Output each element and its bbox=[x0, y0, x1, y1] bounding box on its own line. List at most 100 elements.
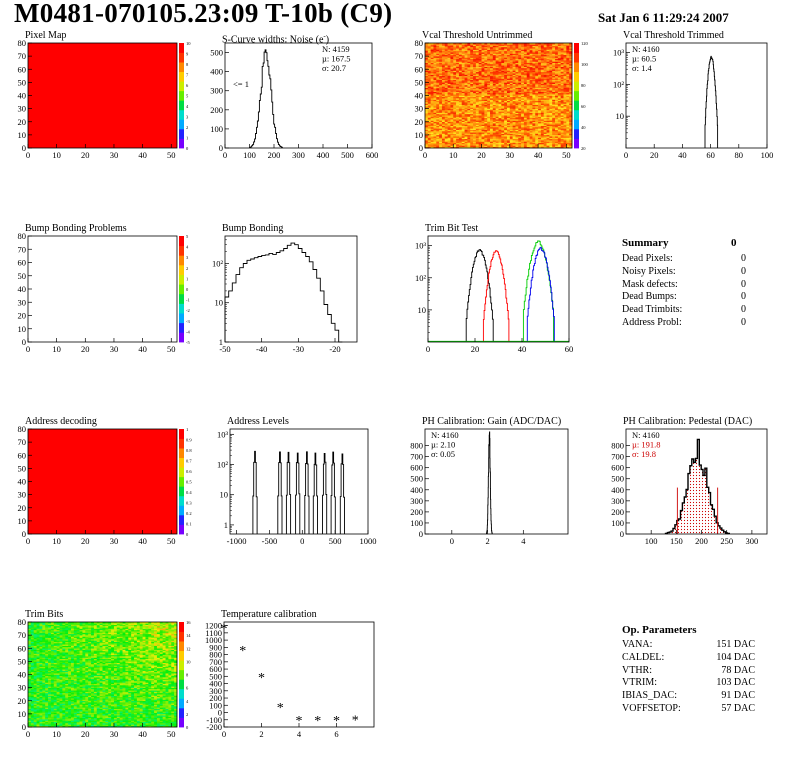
vcal-trimmed-frame bbox=[625, 42, 768, 149]
ph-pedestal-xtick-label: 200 bbox=[695, 536, 708, 546]
temperature-chart: ***** * * *0 2 4 6-200-10001002003004005006007… bbox=[205, 621, 375, 739]
ph-gain-ytick-label: 0 bbox=[419, 529, 423, 539]
ph-pedestal-xtick-label: 250 bbox=[720, 536, 733, 546]
vcal-untrimmed-ztick-label: 120 bbox=[581, 41, 589, 46]
ph-pedestal-xtick-label: 150 bbox=[670, 536, 683, 546]
op_parameters-value: 57 DAC bbox=[721, 703, 755, 714]
noise-xtick-label: 600 bbox=[366, 150, 379, 160]
pixel-map-xtick-label: 10 bbox=[52, 150, 61, 160]
address-decoding-ytick-label: 60 bbox=[18, 450, 27, 460]
vcal-untrimmed-cells bbox=[425, 43, 573, 149]
ph-pedestal-stat: µ: 191.8 bbox=[632, 440, 661, 450]
address-decoding-ytick-label: 80 bbox=[18, 424, 27, 434]
address-levels-peak bbox=[330, 451, 336, 534]
trim-bits-xtick-label: 0 bbox=[26, 729, 30, 739]
ph-pedestal-frame bbox=[625, 428, 768, 535]
trim-bits-ztick-label: 16 bbox=[186, 620, 191, 625]
trim-bit-ytick-label: 10² bbox=[415, 273, 427, 283]
pixel-map-ytick-label: 70 bbox=[18, 51, 27, 61]
trim-bits-ztick-label: 12 bbox=[186, 646, 191, 651]
address-decoding-ztick-label: 0.1 bbox=[186, 522, 192, 527]
temperature-ytick-label: 100 bbox=[209, 700, 222, 710]
trim-bits-ytick-label: 10 bbox=[18, 709, 27, 719]
noise-stat: µ: 167.5 bbox=[322, 54, 351, 64]
pixel-map-xtick-label: 30 bbox=[110, 150, 119, 160]
temperature-point: * bbox=[239, 644, 246, 659]
ph-pedestal-fill bbox=[665, 439, 730, 534]
temperature-ytick-label: 0 bbox=[218, 708, 222, 718]
address-levels-ytick-label: 10² bbox=[217, 460, 229, 470]
vcal-trimmed-xtick-label: 60 bbox=[706, 150, 715, 160]
trim-bit-peak bbox=[465, 249, 494, 342]
pixel-map-fill bbox=[28, 43, 177, 148]
pixel-map-ytick-label: 20 bbox=[18, 117, 27, 127]
bump-problems-ytick-label: 30 bbox=[18, 297, 27, 307]
noise-peak bbox=[249, 49, 283, 148]
trim-bits-xtick-label: 10 bbox=[52, 729, 61, 739]
trim-bits-ztick-label: 2 bbox=[186, 712, 188, 717]
bump-problems-xtick-label: 20 bbox=[81, 344, 90, 354]
ph-gain-peak bbox=[486, 431, 493, 534]
ph-gain-ytick-label: 800 bbox=[410, 441, 423, 451]
vcal-untrimmed-ytick-label: 20 bbox=[415, 117, 424, 127]
ph-gain-ytick-label: 700 bbox=[410, 452, 423, 462]
bump-bonding-chart: -50 -40 -30 -20 1 10 10² bbox=[212, 235, 358, 354]
address-decoding-xtick-label: 10 bbox=[52, 536, 61, 546]
address-decoding-ytick-label: 70 bbox=[18, 437, 27, 447]
temperature-point: * bbox=[352, 713, 359, 728]
vcal-trimmed-stat: σ: 1.4 bbox=[632, 63, 652, 73]
op_parameters-label: VTRIM: bbox=[622, 677, 657, 689]
trim-bit-title: Trim Bit Test bbox=[425, 223, 479, 234]
vcal-untrimmed-xtick-label: 0 bbox=[423, 150, 427, 160]
pixel-map-xtick-label: 50 bbox=[167, 150, 176, 160]
bump-problems-xtick-label: 40 bbox=[138, 344, 147, 354]
address-decoding-ztick-label: 0.5 bbox=[186, 480, 192, 485]
summary-value: 0 bbox=[741, 317, 746, 328]
vcal-untrimmed-ztick-label: 40 bbox=[581, 125, 586, 130]
bump-problems-xtick-label: 50 bbox=[167, 344, 176, 354]
address-decoding-ztick-label: 0.7 bbox=[186, 459, 192, 464]
bump-problems-ztick-label: -1 bbox=[186, 298, 190, 303]
temperature-ytick-label: -100 bbox=[206, 715, 222, 725]
vcal-untrimmed-ytick-label: 50 bbox=[415, 77, 424, 87]
pixel-map-ztick-label: 3 bbox=[186, 115, 189, 120]
bump-bonding-y-axis: 1 10 10² bbox=[212, 239, 229, 347]
bump-problems-x-axis: 0 10 20 30 40 50 bbox=[26, 338, 176, 354]
ph-pedestal-chart: 100 150 200 250 3000100200300400500600700800… bbox=[611, 428, 768, 546]
address-levels-xtick-label: -1000 bbox=[227, 536, 247, 546]
address-decoding-fill bbox=[28, 429, 177, 534]
address-decoding-xtick-label: 30 bbox=[110, 536, 119, 546]
temperature-point: * bbox=[333, 714, 340, 729]
noise-xtick-label: 0 bbox=[223, 150, 227, 160]
trim-bits-y-axis: 0 10 20 30 40 50 60 70 80 bbox=[18, 617, 32, 732]
temperature-ytick-label: 500 bbox=[209, 671, 222, 681]
address-levels-title: Address Levels bbox=[227, 416, 289, 427]
address-decoding-ztick-label: 0.4 bbox=[186, 490, 192, 495]
temperature-ytick-label: 900 bbox=[209, 642, 222, 652]
bump-problems-xtick-label: 0 bbox=[26, 344, 30, 354]
vcal-trimmed-stat: µ: 60.5 bbox=[632, 54, 656, 64]
temperature-ytick-label: 700 bbox=[209, 657, 222, 667]
trim-bits-ytick-label: 60 bbox=[18, 643, 27, 653]
trim-bits-cells bbox=[28, 622, 178, 728]
ph-pedestal-ytick-label: 500 bbox=[611, 474, 624, 484]
vcal-untrimmed-title: Vcal Threshold Untrimmed bbox=[422, 30, 533, 41]
bump-problems-xtick-label: 10 bbox=[52, 344, 61, 354]
op-parameters-title: Op. Parameters bbox=[622, 624, 697, 636]
op_parameters-label: VTHR: bbox=[622, 664, 652, 676]
summary-label: Mask defects: bbox=[622, 278, 678, 290]
address-levels-peak bbox=[277, 451, 283, 534]
bump-problems-title: Bump Bonding Problems bbox=[25, 223, 127, 234]
op_parameters-value: 91 DAC bbox=[721, 690, 755, 702]
temperature-xtick-label: 6 bbox=[334, 729, 338, 739]
ph-pedestal-x-axis: 100 150 200 250 300 bbox=[645, 530, 758, 546]
address-levels-xtick-label: 500 bbox=[329, 536, 342, 546]
op_parameters-label: CALDEL: bbox=[622, 651, 665, 663]
vcal-untrimmed-ztick-label: 100 bbox=[581, 62, 589, 67]
noise-y-axis: 0 100 200 300 400 500 bbox=[210, 48, 229, 153]
bump-bonding-xtick-label: -20 bbox=[329, 344, 340, 354]
ph-pedestal-ytick-label: 800 bbox=[611, 441, 624, 451]
